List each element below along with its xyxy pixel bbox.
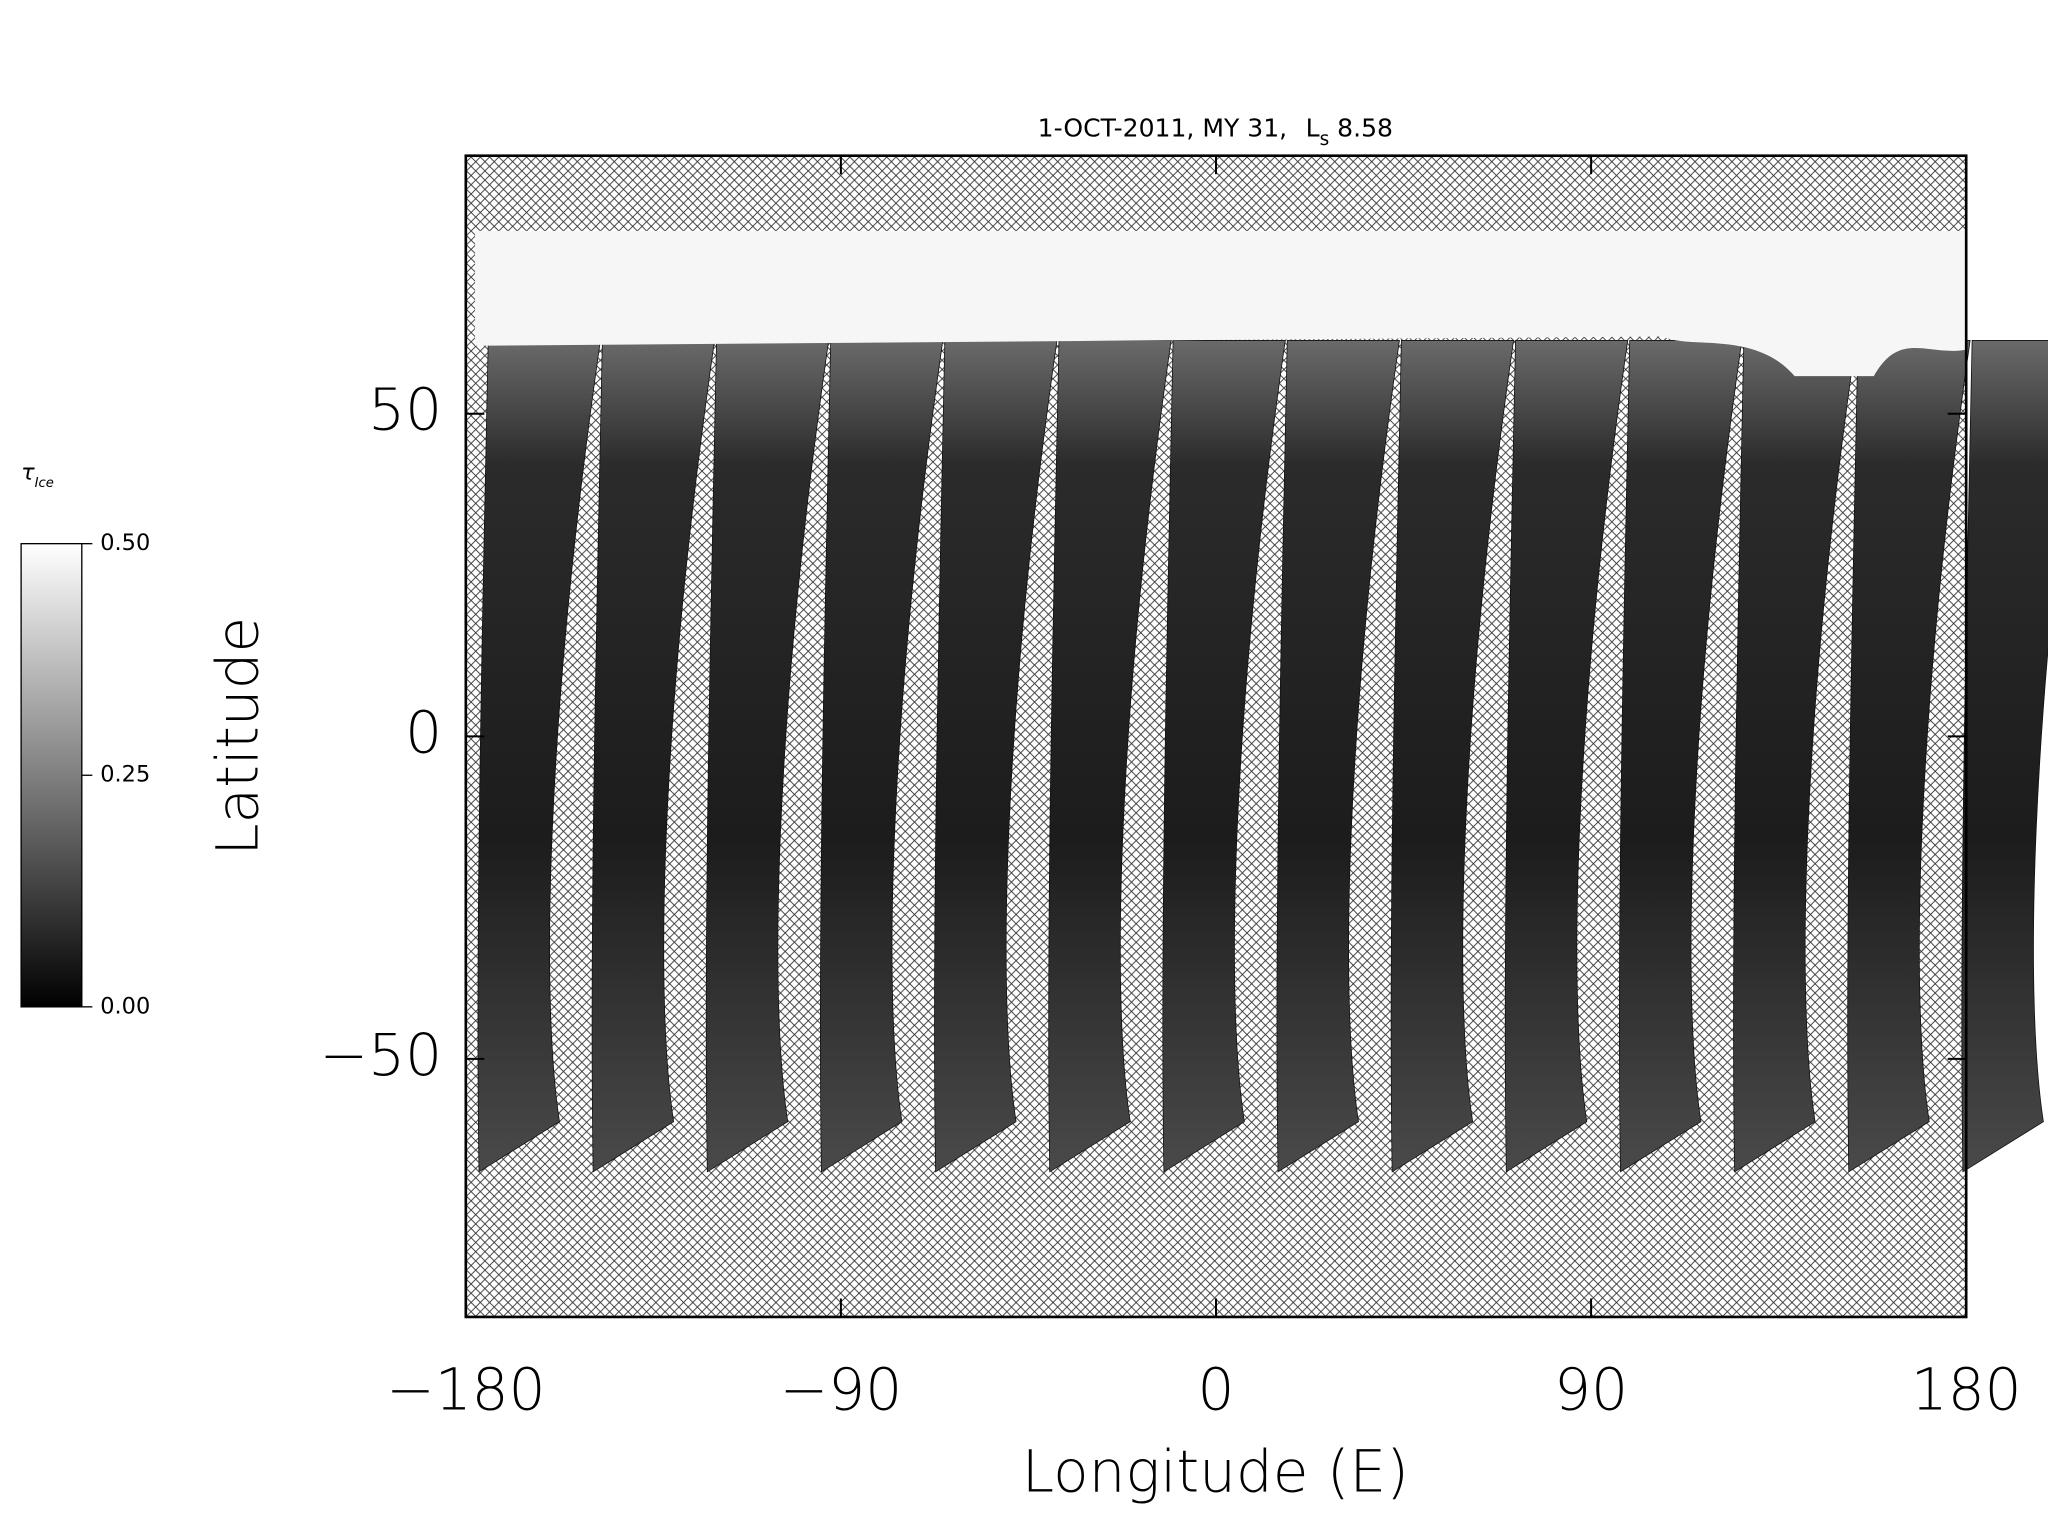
swath xyxy=(1618,340,1743,1173)
colorbar xyxy=(20,543,83,1008)
colorbar-subscript: Ice xyxy=(35,476,54,491)
swath xyxy=(591,340,716,1173)
y-tick-label: 50 xyxy=(368,376,442,444)
swath xyxy=(1847,340,1971,1173)
polar-cap xyxy=(475,230,1967,377)
x-tick-label: 90 xyxy=(1554,1355,1628,1423)
y-tick-label: 0 xyxy=(405,698,442,766)
swath xyxy=(1733,340,1857,1173)
colorbar-tick-label: 0.00 xyxy=(100,993,150,1019)
swath xyxy=(1048,340,1172,1173)
colorbar-tick-label: 0.50 xyxy=(100,530,150,556)
swath xyxy=(705,340,830,1173)
swath xyxy=(477,340,601,1173)
swath xyxy=(1504,340,1629,1173)
swath xyxy=(1276,340,1400,1173)
x-tick-label: −180 xyxy=(386,1355,545,1423)
swath xyxy=(934,340,1058,1173)
x-tick-label: 180 xyxy=(1911,1355,2022,1423)
swath xyxy=(1162,340,1286,1173)
swaths xyxy=(475,230,2048,1173)
colorbar-symbol: τ xyxy=(21,459,35,485)
x-tick-label: 0 xyxy=(1198,1355,1235,1423)
title-text: 1-OCT-2011, MY 31, xyxy=(1038,113,1287,142)
x-axis-label: Longitude (E) xyxy=(1022,1437,1409,1505)
y-tick-label: −50 xyxy=(320,1021,443,1089)
colorbar-tick-label: 0.25 xyxy=(100,762,150,788)
x-tick-label: −90 xyxy=(780,1355,903,1423)
colorbar-title: τIce xyxy=(21,459,54,491)
ls-value: 8.58 xyxy=(1337,113,1393,142)
ls-symbol: L xyxy=(1306,113,1320,142)
swath xyxy=(1961,340,2048,1173)
ls-subscript: s xyxy=(1320,129,1330,150)
swath xyxy=(819,340,944,1173)
swath xyxy=(1390,340,1515,1173)
y-axis-label: Latitude xyxy=(203,617,271,856)
chart-title: 1-OCT-2011, MY 31, Ls 8.58 xyxy=(1038,113,1393,150)
